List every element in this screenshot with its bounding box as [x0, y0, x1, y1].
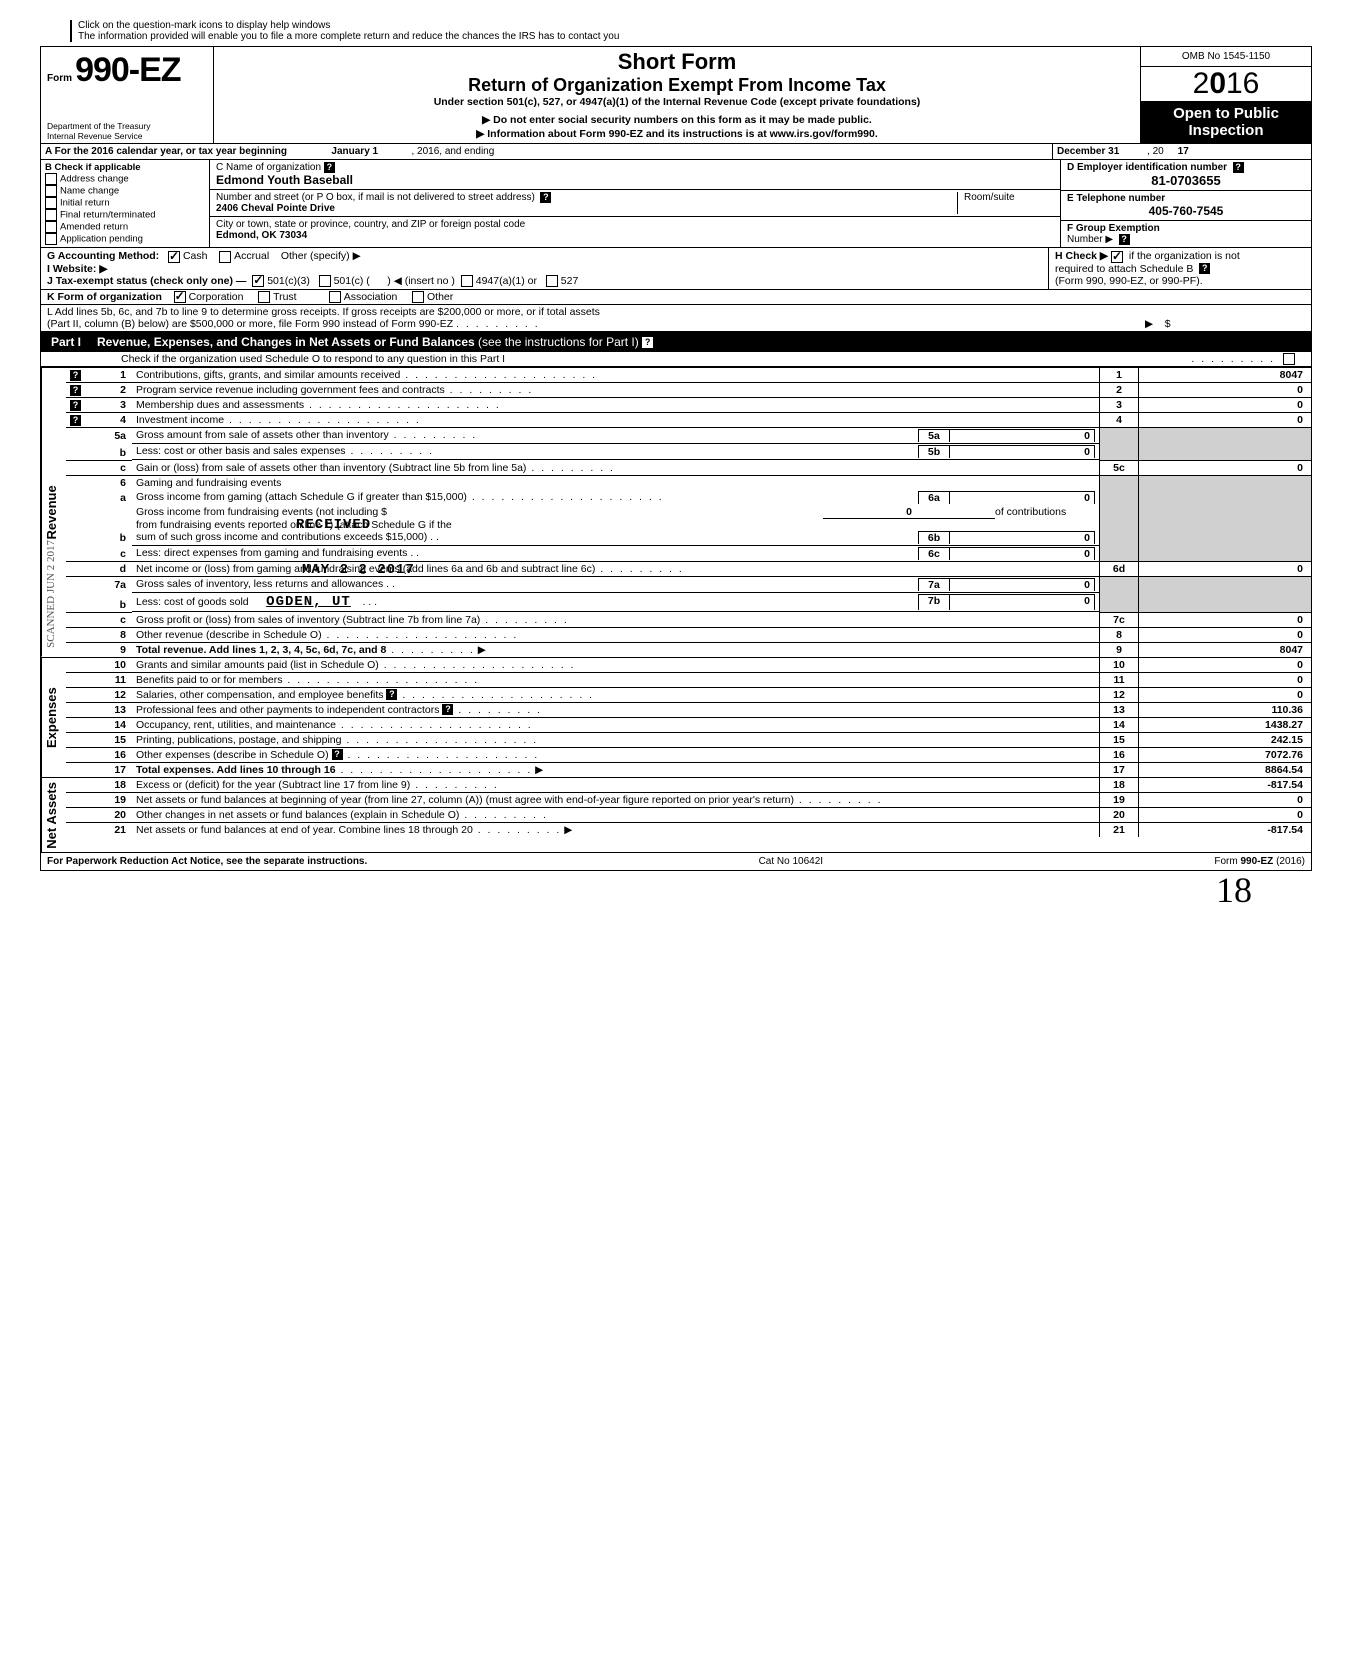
- chk-address-change[interactable]: [45, 173, 57, 185]
- main-title: Return of Organization Exempt From Incom…: [220, 75, 1134, 96]
- room-label: Room/suite: [964, 192, 1015, 203]
- revenue-label: Revenue: [41, 368, 66, 657]
- form-label: Form: [47, 73, 72, 84]
- date-stamp: MAY 2 2 2017: [302, 562, 415, 578]
- part-1-header: Part I Revenue, Expenses, and Changes in…: [41, 332, 1311, 352]
- help-icon[interactable]: ?: [324, 162, 335, 173]
- group-exemption-label: F Group Exemption: [1067, 223, 1160, 234]
- arrow-line-2: ▶ Information about Form 990-EZ and its …: [220, 128, 1134, 140]
- chk-501c3[interactable]: [252, 275, 264, 287]
- form-year: 2016: [1141, 67, 1311, 102]
- netassets-label: Net Assets: [41, 778, 66, 853]
- h-label: H Check ▶: [1055, 250, 1108, 262]
- accounting-method-label: G Accounting Method:: [47, 250, 159, 262]
- short-form-title: Short Form: [220, 49, 1134, 75]
- org-name: Edmond Youth Baseball: [216, 173, 353, 187]
- subtitle: Under section 501(c), 527, or 4947(a)(1)…: [220, 96, 1134, 108]
- col-b: B Check if applicable Address change Nam…: [41, 160, 210, 247]
- tax-exempt-label: J Tax-exempt status (check only one) —: [47, 275, 246, 287]
- help-icon[interactable]: ?: [386, 689, 397, 700]
- footer-mid: Cat No 10642I: [759, 856, 824, 867]
- part1-check-text: Check if the organization used Schedule …: [121, 353, 1191, 365]
- footer-left: For Paperwork Reduction Act Notice, see …: [47, 856, 367, 867]
- expenses-label: Expenses: [41, 658, 66, 777]
- help-icon[interactable]: ?: [70, 370, 81, 381]
- chk-501c[interactable]: [319, 275, 331, 287]
- chk-final-return[interactable]: [45, 209, 57, 221]
- help-icon[interactable]: ?: [70, 400, 81, 411]
- row-a: A For the 2016 calendar year, or tax yea…: [41, 144, 1053, 159]
- help-icon[interactable]: ?: [642, 337, 653, 348]
- line-l: L Add lines 5b, 6c, and 7b to line 9 to …: [41, 305, 1311, 332]
- help-icon[interactable]: ?: [70, 415, 81, 426]
- ogden-stamp: OGDEN, UT: [266, 594, 351, 610]
- dept-line2: Internal Revenue Service: [47, 131, 207, 141]
- chk-4947[interactable]: [461, 275, 473, 287]
- chk-other-org[interactable]: [412, 291, 424, 303]
- help-icon[interactable]: ?: [442, 704, 453, 715]
- help-icon[interactable]: ?: [1233, 162, 1244, 173]
- form-number: 990-EZ: [75, 51, 181, 89]
- row-a-end: December 31 , 20 17: [1053, 144, 1311, 159]
- top-note-line2: The information provided will enable you…: [78, 31, 1312, 42]
- arrow-line-1: ▶ Do not enter social security numbers o…: [220, 114, 1134, 126]
- chk-association[interactable]: [329, 291, 341, 303]
- website-label: I Website: ▶: [47, 263, 107, 275]
- chk-schedule-b[interactable]: [1111, 251, 1123, 263]
- city: Edmond, OK 73034: [216, 230, 307, 241]
- chk-app-pending[interactable]: [45, 233, 57, 245]
- open-to-public: Open to Public Inspection: [1141, 102, 1311, 143]
- chk-trust[interactable]: [258, 291, 270, 303]
- help-icon[interactable]: ?: [540, 192, 551, 203]
- dept-line1: Department of the Treasury: [47, 121, 207, 131]
- chk-amended[interactable]: [45, 221, 57, 233]
- help-icon[interactable]: ?: [70, 385, 81, 396]
- street: 2406 Cheval Pointe Drive: [216, 203, 335, 214]
- top-note-line1: Click on the question-mark icons to disp…: [78, 20, 1312, 31]
- phone: 405-760-7545: [1067, 204, 1305, 218]
- footer-right: Form 990-EZ (2016): [1214, 856, 1305, 867]
- help-icon[interactable]: ?: [1119, 234, 1130, 245]
- chk-accrual[interactable]: [219, 251, 231, 263]
- form-id-cell: Form 990-EZ Department of the Treasury I…: [41, 47, 214, 143]
- name-label: C Name of organization: [216, 162, 321, 173]
- line-k: K Form of organization Corporation Trust…: [41, 290, 1311, 305]
- chk-cash[interactable]: [168, 251, 180, 263]
- handwritten-page-number: 18: [1216, 869, 1252, 911]
- chk-schedule-o[interactable]: [1283, 353, 1295, 365]
- help-icon[interactable]: ?: [332, 749, 343, 760]
- help-icon[interactable]: ?: [1199, 263, 1210, 274]
- omb-number: OMB No 1545-1150: [1141, 47, 1311, 67]
- chk-initial-return[interactable]: [45, 197, 57, 209]
- city-label: City or town, state or province, country…: [216, 219, 525, 230]
- chk-name-change[interactable]: [45, 185, 57, 197]
- ein-label: D Employer identification number: [1067, 162, 1227, 173]
- title-cell: Short Form Return of Organization Exempt…: [214, 47, 1141, 143]
- phone-label: E Telephone number: [1067, 193, 1165, 204]
- ein: 81-0703655: [1067, 173, 1305, 188]
- received-stamp: RECEIVED: [296, 517, 371, 533]
- top-help-note: Click on the question-mark icons to disp…: [70, 20, 1312, 42]
- chk-corporation[interactable]: [174, 291, 186, 303]
- street-label: Number and street (or P O box, if mail i…: [216, 192, 535, 203]
- chk-527[interactable]: [546, 275, 558, 287]
